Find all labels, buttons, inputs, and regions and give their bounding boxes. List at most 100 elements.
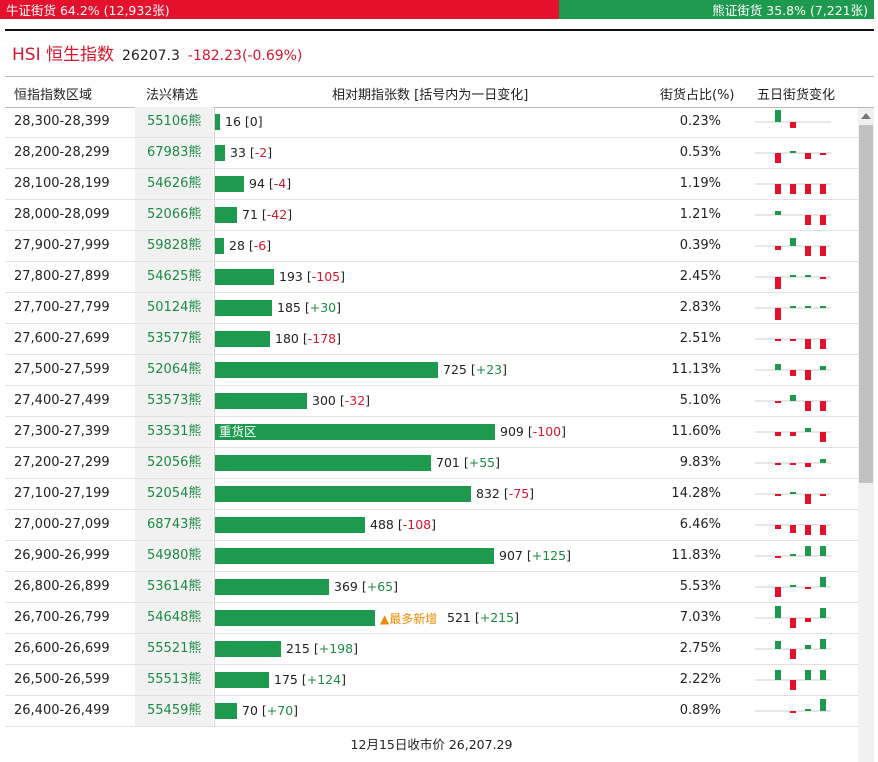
daily-change: +70 bbox=[266, 703, 294, 718]
spark-bar bbox=[775, 556, 781, 558]
quantity-value: 725 [+23] bbox=[443, 362, 508, 377]
zone-range: 27,100-27,199 bbox=[14, 486, 110, 501]
index-change: -182.23(-0.69%) bbox=[187, 48, 303, 64]
column-divider bbox=[214, 231, 215, 261]
quantity-text: 70 bbox=[242, 703, 258, 718]
table-row: 28,200-28,299 67983熊 33 [-2] 0.53% bbox=[5, 138, 858, 169]
spark-bar bbox=[820, 699, 826, 711]
table-row: 28,100-28,199 54626熊 94 [-4] 1.19% bbox=[5, 169, 858, 200]
daily-change: -42 bbox=[266, 207, 288, 222]
share-percent: 14.28% bbox=[671, 486, 721, 501]
quantity-bar bbox=[215, 641, 281, 657]
spark-bar bbox=[775, 153, 781, 163]
warrant-code-link[interactable]: 53614熊 bbox=[135, 572, 213, 602]
spark-bar bbox=[790, 680, 796, 690]
quantity-text: 369 bbox=[334, 579, 358, 594]
warrant-code-link[interactable]: 55521熊 bbox=[135, 634, 213, 664]
scrollbar[interactable] bbox=[858, 108, 874, 762]
spark-bar bbox=[775, 494, 781, 496]
spark-bar bbox=[820, 670, 826, 680]
warrant-code-link[interactable]: 59828熊 bbox=[135, 231, 213, 261]
column-divider bbox=[214, 665, 215, 695]
quantity-text: 28 bbox=[229, 238, 245, 253]
spark-bar bbox=[805, 401, 811, 411]
spark-bar bbox=[790, 711, 796, 713]
spark-bar bbox=[805, 709, 811, 711]
warrant-code-link[interactable]: 50124熊 bbox=[135, 293, 213, 323]
quantity-value: 33 [-2] bbox=[230, 145, 273, 160]
warrant-code-link[interactable]: 53531熊 bbox=[135, 417, 213, 447]
spark-bar bbox=[790, 275, 796, 277]
spark-bar bbox=[805, 275, 811, 277]
warrant-code-link[interactable]: 53577熊 bbox=[135, 324, 213, 354]
zone-range: 28,200-28,299 bbox=[14, 145, 110, 160]
warrant-code-link[interactable]: 55513熊 bbox=[135, 665, 213, 695]
quantity-value: 180 [-178] bbox=[275, 331, 341, 346]
quantity-value: 488 [-108] bbox=[370, 517, 436, 532]
warrant-code-link[interactable]: 68743熊 bbox=[135, 510, 213, 540]
quantity-value: 215 [+198] bbox=[286, 641, 358, 656]
zone-range: 26,700-26,799 bbox=[14, 610, 110, 625]
header-five-day: 五日街货变化 bbox=[757, 88, 836, 103]
column-divider bbox=[214, 262, 215, 292]
table-row: 27,800-27,899 54625熊 193 [-105] 2.45% bbox=[5, 262, 858, 293]
quantity-text: 701 bbox=[436, 455, 460, 470]
spark-bar bbox=[790, 585, 796, 587]
spark-bar bbox=[775, 211, 781, 215]
zone-range: 27,700-27,799 bbox=[14, 300, 110, 315]
table-row: 27,600-27,699 53577熊 180 [-178] 2.51% bbox=[5, 324, 858, 355]
quantity-text: 832 bbox=[476, 486, 500, 501]
share-percent: 2.83% bbox=[679, 300, 721, 315]
quantity-text: 193 bbox=[279, 269, 303, 284]
index-header: HSI 恒生指数 26207.3 -182.23(-0.69%) bbox=[12, 40, 302, 66]
quantity-bar bbox=[215, 517, 365, 533]
table-row: 26,700-26,799 54648熊 ▲最多新增 521 [+215] 7.… bbox=[5, 603, 858, 634]
scroll-up-icon[interactable] bbox=[861, 113, 871, 119]
warrant-code-link[interactable]: 54625熊 bbox=[135, 262, 213, 292]
daily-change: -32 bbox=[344, 393, 366, 408]
table-row: 27,700-27,799 50124熊 185 [+30] 2.83% bbox=[5, 293, 858, 324]
quantity-bar bbox=[215, 703, 237, 719]
quantity-value: 94 [-4] bbox=[249, 176, 292, 191]
bull-ratio-label: 牛证街货 64.2% (12,932张) bbox=[6, 3, 170, 18]
warrant-code-link[interactable]: 67983熊 bbox=[135, 138, 213, 168]
daily-change: -178 bbox=[307, 331, 337, 346]
column-divider bbox=[214, 386, 215, 416]
zone-range: 26,400-26,499 bbox=[14, 703, 110, 718]
five-day-sparkline bbox=[755, 238, 831, 256]
spark-bar bbox=[805, 339, 811, 349]
table-row: 26,400-26,499 55459熊 70 [+70] 0.89% bbox=[5, 696, 858, 727]
daily-change: +55 bbox=[468, 455, 496, 470]
quantity-text: 907 bbox=[499, 548, 523, 563]
quantity-value: 193 [-105] bbox=[279, 269, 345, 284]
zone-range: 27,400-27,499 bbox=[14, 393, 110, 408]
quantity-text: 909 bbox=[500, 424, 524, 439]
highlight-tag: ▲最多新增 bbox=[380, 612, 438, 626]
column-divider bbox=[214, 510, 215, 540]
quantity-value: 175 [+124] bbox=[274, 672, 346, 687]
warrant-code-link[interactable]: 54980熊 bbox=[135, 541, 213, 571]
warrant-code-link[interactable]: 54648熊 bbox=[135, 603, 213, 633]
warrant-code-link[interactable]: 55106熊 bbox=[135, 107, 213, 137]
warrant-code-link[interactable]: 52066熊 bbox=[135, 200, 213, 230]
table-row: 27,900-27,999 59828熊 28 [-6] 0.39% bbox=[5, 231, 858, 262]
warrant-code-link[interactable]: 55459熊 bbox=[135, 696, 213, 726]
zone-range: 28,300-28,399 bbox=[14, 114, 110, 129]
spark-bar bbox=[790, 463, 796, 465]
five-day-sparkline bbox=[755, 428, 831, 442]
warrant-code-link[interactable]: 52054熊 bbox=[135, 479, 213, 509]
daily-change: -100 bbox=[532, 424, 562, 439]
share-percent: 1.19% bbox=[679, 176, 721, 191]
share-percent: 2.51% bbox=[679, 331, 721, 346]
warrant-code-link[interactable]: 52056熊 bbox=[135, 448, 213, 478]
share-percent: 0.89% bbox=[679, 703, 721, 718]
warrant-code-link[interactable]: 53573熊 bbox=[135, 386, 213, 416]
share-percent: 11.83% bbox=[671, 548, 721, 563]
zone-range: 27,900-27,999 bbox=[14, 238, 110, 253]
quantity-bar bbox=[215, 145, 225, 161]
warrant-code-link[interactable]: 52064熊 bbox=[135, 355, 213, 385]
scrollbar-thumb[interactable] bbox=[859, 125, 873, 483]
warrant-code-link[interactable]: 54626熊 bbox=[135, 169, 213, 199]
quantity-bar bbox=[215, 176, 244, 192]
quantity-text: 300 bbox=[312, 393, 336, 408]
